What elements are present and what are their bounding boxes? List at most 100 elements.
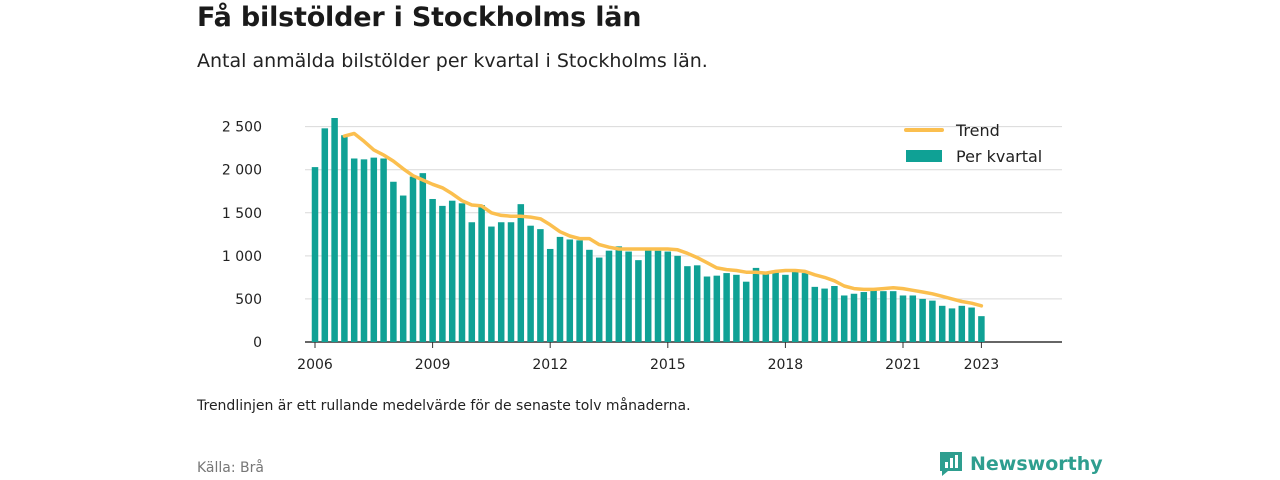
chart-note: Trendlinjen är ett rullande medelvärde f… (197, 398, 691, 414)
bar (850, 293, 858, 342)
bar (880, 291, 887, 342)
bar (390, 181, 397, 342)
bar (576, 240, 583, 342)
bar (978, 316, 985, 342)
legend-bar-label: Per kvartal (956, 147, 1042, 166)
bar (448, 200, 456, 342)
bar (595, 257, 603, 342)
bar (723, 273, 730, 342)
x-tick-label: 2012 (532, 357, 568, 373)
y-tick-label: 2 500 (222, 120, 262, 136)
bar (488, 226, 495, 342)
bar (772, 271, 779, 342)
bar (762, 273, 770, 342)
bar (331, 118, 338, 342)
bar (527, 225, 534, 342)
chart-subtitle: Antal anmälda bilstölder per kvartal i S… (197, 50, 708, 72)
bar (654, 250, 662, 342)
source-label: Källa: Brå (197, 460, 264, 476)
bar (782, 274, 789, 342)
bar (909, 295, 917, 342)
bar (703, 276, 711, 342)
bar (664, 251, 672, 342)
grid-lines (305, 126, 1062, 343)
x-tick-label: 2021 (885, 357, 921, 373)
bar (693, 265, 701, 342)
bar (919, 298, 926, 342)
bar (566, 239, 574, 342)
x-axis: 2006 2009 2012 2015 2018 2021 2023 (297, 342, 999, 373)
bar (399, 195, 407, 342)
bar (311, 167, 319, 342)
brand-name: Newsworthy (970, 453, 1103, 475)
x-tick-label: 2018 (768, 357, 804, 373)
bar (458, 203, 466, 342)
bar (811, 286, 819, 342)
bar (860, 292, 868, 342)
trend-line (342, 131, 984, 308)
bar (586, 249, 593, 342)
bar (478, 205, 485, 342)
bar (625, 251, 632, 342)
bar (840, 295, 848, 342)
y-tick-label: 2 000 (222, 163, 262, 179)
bar (831, 286, 838, 342)
bar (821, 288, 828, 342)
x-tick-label: 2015 (650, 357, 686, 373)
bar (644, 249, 652, 342)
chart-title: Få bilstölder i Stockholms län (197, 2, 642, 33)
newsworthy-logo-icon (940, 452, 962, 476)
brand-logo: Newsworthy (938, 450, 1103, 478)
y-tick-label: 1 000 (222, 249, 262, 265)
bar (684, 266, 691, 342)
y-axis: 0 500 1 000 1 500 2 000 2 500 (222, 120, 262, 351)
bar (801, 273, 809, 342)
legend-trend-label: Trend (955, 121, 1000, 140)
x-tick-label: 2023 (964, 357, 1000, 373)
bar (556, 236, 564, 342)
bar (938, 305, 946, 342)
bar (360, 159, 368, 342)
bar (409, 176, 417, 342)
bar (674, 255, 681, 342)
x-tick-label: 2009 (415, 357, 451, 373)
bar (958, 305, 966, 342)
bar (929, 300, 936, 342)
bar (899, 295, 907, 342)
bar (497, 222, 505, 342)
bar (948, 308, 956, 342)
bar (380, 158, 387, 342)
y-tick-label: 0 (253, 335, 262, 351)
bar (635, 260, 642, 342)
chart-area: 0 500 1 000 1 500 2 000 2 500 2006 2009 2012 201… (222, 118, 1062, 373)
y-tick-label: 1 500 (222, 206, 262, 222)
bar (370, 157, 378, 342)
bar (605, 250, 613, 342)
legend-bar-swatch (906, 150, 942, 162)
bar (537, 229, 544, 342)
bar (742, 281, 750, 342)
y-tick-label: 500 (235, 292, 262, 308)
bar (468, 222, 476, 342)
bar (350, 158, 358, 342)
bar (752, 267, 760, 342)
bar-series (311, 118, 985, 342)
bar (507, 222, 515, 342)
x-tick-label: 2006 (297, 357, 333, 373)
bar (713, 275, 721, 342)
bar (439, 205, 446, 342)
bar (321, 128, 329, 342)
bar (889, 291, 897, 342)
bar (968, 307, 975, 342)
bar (615, 246, 623, 342)
bar (341, 135, 348, 342)
bar (419, 173, 427, 342)
bar (546, 248, 554, 342)
bar (517, 204, 525, 342)
bar (429, 198, 436, 342)
bar (791, 269, 799, 342)
bar (733, 274, 740, 342)
trend-series (342, 131, 984, 308)
legend: Trend Per kvartal (904, 121, 1042, 166)
bar (870, 288, 877, 342)
